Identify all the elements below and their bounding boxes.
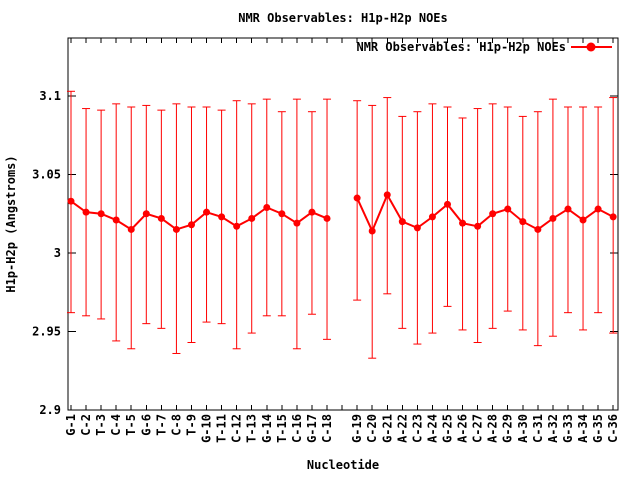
x-tick-label: C-12 (230, 414, 244, 443)
x-tick-label: G-33 (561, 414, 575, 443)
x-tick-label: G-29 (501, 414, 515, 443)
data-point (428, 213, 436, 221)
x-tick-label: A-32 (546, 414, 560, 443)
data-point (263, 203, 271, 211)
plot-border (67, 37, 619, 411)
x-tick-label: A-28 (486, 414, 500, 443)
data-point (459, 219, 467, 227)
axis-ticks (68, 38, 618, 411)
data-point (353, 194, 361, 202)
data-point (157, 214, 165, 222)
data-point (82, 208, 90, 216)
data-point (549, 214, 557, 222)
data-point (112, 216, 120, 224)
x-tick-label: T-15 (275, 414, 289, 443)
data-point (534, 225, 542, 233)
x-tick-label: G-25 (441, 414, 455, 443)
data-point (203, 208, 211, 216)
x-axis-label: Nucleotide (307, 458, 379, 472)
x-tick-label: T-5 (124, 414, 138, 436)
x-tick-label: C-20 (365, 414, 379, 443)
plot-frame (67, 37, 619, 411)
x-tick-label: C-16 (290, 414, 304, 443)
y-axis-label: H1p-H2p (Angstroms) (4, 155, 18, 292)
y-tick-label: 3.1 (39, 89, 61, 103)
data-point (504, 205, 512, 213)
data-point (444, 200, 451, 208)
x-tick-labels: G-1 C-2 T-3 C-4 T-5 G-6 T-7 C-8 T-9 G-10 T-11 C-12 T… (64, 414, 620, 443)
series-line-strand-1 (70, 200, 328, 231)
x-tick-label: C-23 (410, 414, 424, 443)
x-tick-label: A-30 (516, 414, 530, 443)
y-tick-label: 2.9 (39, 403, 61, 417)
data-point (187, 221, 195, 229)
x-tick-label: T-3 (94, 414, 108, 436)
x-tick-label: G-14 (260, 414, 274, 443)
x-tick-label: C-36 (606, 414, 620, 443)
series-line-strand-2 (356, 192, 614, 234)
data-point (142, 210, 150, 218)
data-series (67, 90, 618, 359)
data-point (474, 222, 482, 230)
data-point (127, 225, 135, 233)
data-point (97, 210, 105, 218)
x-tick-label: A-26 (456, 414, 470, 443)
data-point (308, 208, 316, 216)
x-tick-label: T-11 (215, 414, 229, 443)
x-tick-label: A-34 (576, 414, 590, 443)
x-tick-label: G-10 (200, 414, 214, 443)
y-tick-labels: 2.9 2.95 3 3.05 3.1 (32, 89, 61, 417)
x-tick-label: T-9 (184, 414, 198, 436)
data-point (413, 224, 421, 232)
x-tick-label: G-17 (305, 414, 319, 443)
y-tick-label: 3.05 (32, 168, 61, 182)
x-tick-label: C-27 (471, 414, 485, 443)
data-point (564, 205, 572, 213)
data-point (383, 191, 391, 199)
x-tick-label: G-1 (64, 414, 78, 436)
data-point (489, 210, 497, 218)
x-tick-label: C-2 (79, 414, 93, 436)
x-tick-label: G-35 (591, 414, 605, 443)
data-point (172, 225, 180, 233)
legend-label: NMR Observables: H1p-H2p NOEs (356, 40, 566, 54)
legend: NMR Observables: H1p-H2p NOEs (356, 40, 612, 54)
data-point (233, 222, 241, 230)
data-point (293, 219, 301, 227)
data-point (323, 214, 331, 222)
data-point (594, 205, 602, 213)
data-point (278, 210, 286, 218)
x-tick-label: G-19 (350, 414, 364, 443)
y-tick-label: 3 (54, 246, 61, 260)
legend-marker-icon (586, 42, 596, 52)
data-point (248, 214, 256, 222)
x-tick-label: C-8 (169, 414, 183, 436)
x-tick-label: C-18 (320, 414, 334, 443)
chart-title: NMR Observables: H1p-H2p NOEs (238, 11, 448, 25)
data-point (218, 213, 226, 221)
x-tick-label: C-31 (531, 414, 545, 443)
data-point (67, 197, 75, 205)
data-point (398, 218, 406, 226)
x-tick-label: G-6 (139, 414, 153, 436)
x-tick-label: T-13 (245, 414, 259, 443)
data-point (519, 218, 527, 226)
x-tick-label: A-24 (425, 414, 439, 443)
data-point (609, 213, 617, 221)
x-tick-label: A-22 (395, 414, 409, 443)
y-tick-label: 2.95 (32, 325, 61, 339)
data-point (579, 216, 587, 224)
x-tick-label: C-4 (109, 414, 123, 436)
x-tick-label: G-21 (380, 414, 394, 443)
x-tick-label: T-7 (154, 414, 168, 436)
data-point (368, 227, 376, 235)
